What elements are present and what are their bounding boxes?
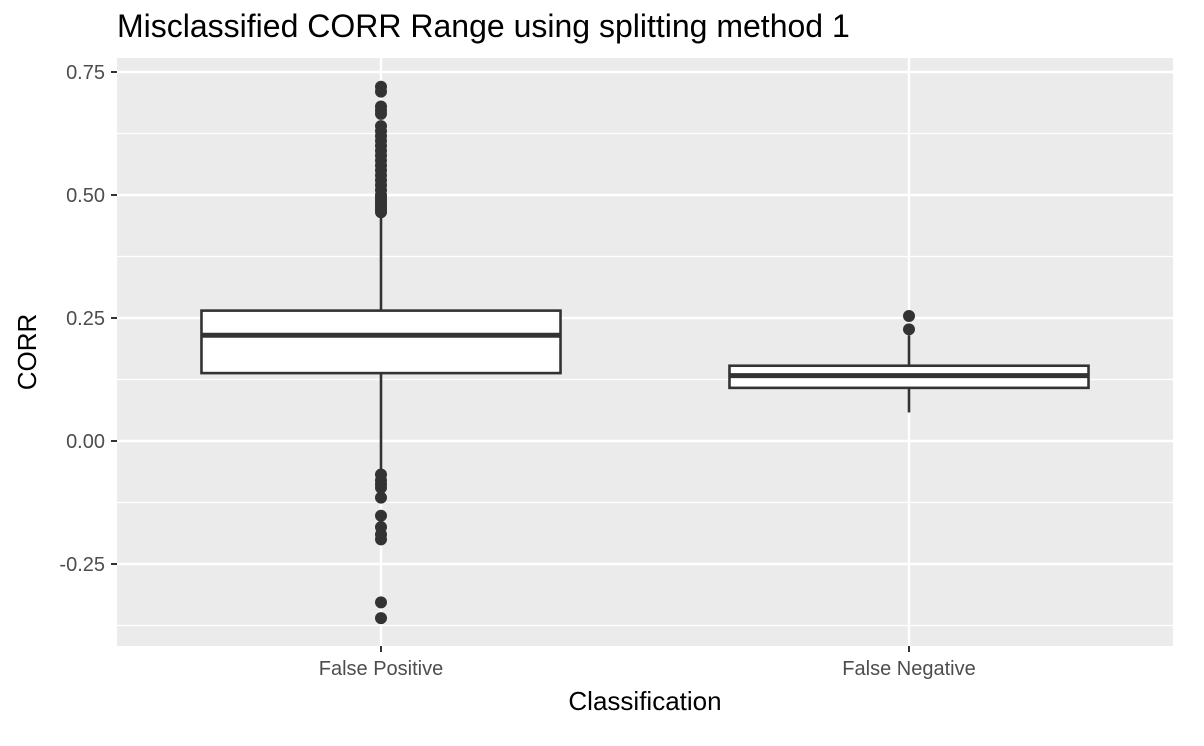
outlier-point bbox=[903, 310, 915, 323]
y-tick-label: -0.25 bbox=[59, 554, 105, 576]
x-axis-title: Classification bbox=[568, 686, 721, 716]
x-tick-label: False Positive bbox=[319, 658, 444, 680]
y-tick-label: 0.00 bbox=[66, 431, 105, 453]
y-tick-label: 0.25 bbox=[66, 308, 105, 330]
y-axis-title: CORR bbox=[12, 314, 42, 391]
outlier-point bbox=[375, 509, 387, 522]
outlier-point bbox=[375, 491, 387, 504]
outlier-point bbox=[375, 85, 387, 98]
outlier-point bbox=[375, 206, 387, 219]
outlier-point bbox=[375, 481, 387, 494]
outlier-point bbox=[903, 323, 915, 336]
outlier-point bbox=[375, 533, 387, 546]
y-tick-label: 0.50 bbox=[66, 185, 105, 207]
outlier-point bbox=[375, 612, 387, 625]
chart-title: Misclassified CORR Range using splitting… bbox=[117, 8, 850, 44]
y-tick-label: 0.75 bbox=[66, 62, 105, 84]
outlier-point bbox=[375, 596, 387, 609]
x-tick-label: False Negative bbox=[842, 658, 975, 680]
outlier-point bbox=[375, 107, 387, 120]
iqr-box bbox=[200, 309, 562, 375]
